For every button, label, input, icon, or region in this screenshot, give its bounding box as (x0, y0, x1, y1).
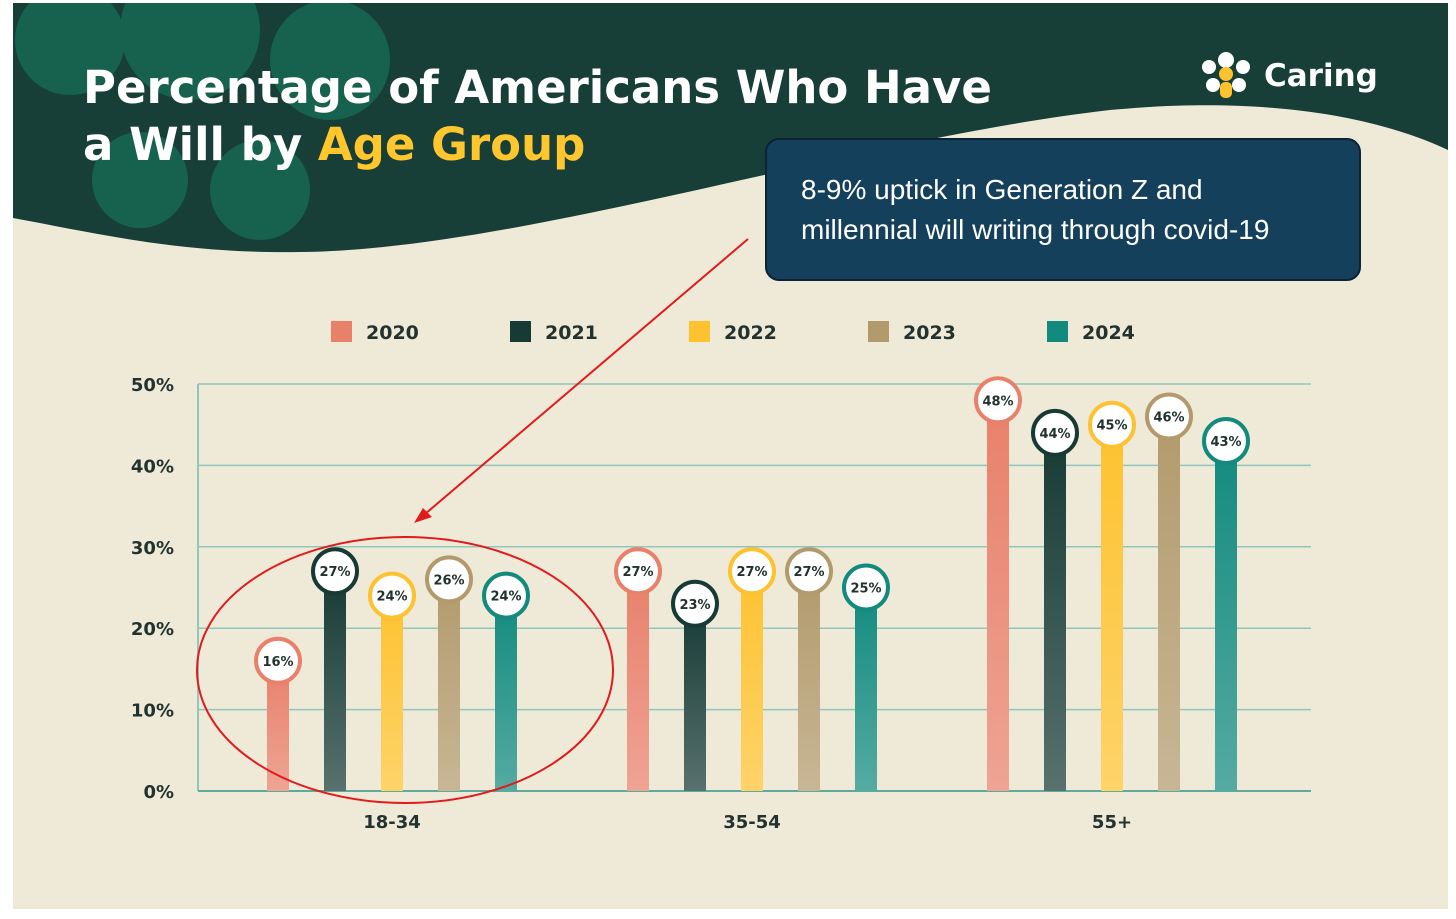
bar-shade (741, 571, 763, 791)
title-line-1: Percentage of Americans Who Have (83, 61, 992, 114)
header-decoration (15, 3, 390, 240)
bar-group: 24% (482, 571, 530, 791)
bar-shade (1158, 416, 1180, 791)
bar-group: 45% (1088, 400, 1136, 791)
caring-logo: Caring (1202, 52, 1378, 98)
callout-line-1: 8-9% uptick in Generation Z and (801, 174, 1203, 205)
callout-box: 8-9% uptick in Generation Z and millenni… (765, 138, 1361, 281)
data-label: 26% (433, 573, 464, 588)
legend-swatch (689, 321, 710, 342)
y-tick-label: 20% (131, 619, 174, 640)
bar-shade (684, 603, 706, 791)
value-badge (1031, 408, 1079, 457)
value-badge (842, 563, 890, 612)
data-label: 16% (262, 655, 293, 670)
bar-group: 25% (842, 563, 890, 791)
title-line-2-prefix: a Will by (83, 118, 318, 171)
legend-label: 2022 (724, 322, 777, 344)
legend-swatch (868, 321, 889, 342)
x-tick-label: 35-54 (723, 812, 781, 833)
brand-name: Caring (1264, 58, 1378, 94)
value-badge (728, 547, 776, 596)
title-line-2: a Will by Age Group (83, 118, 585, 171)
legend-label: 2021 (545, 322, 598, 344)
bar-group: 27% (785, 547, 833, 791)
bar-group: 27% (728, 547, 776, 791)
legend-label: 2024 (1082, 322, 1135, 344)
annotation-arrow (417, 238, 749, 521)
callout-line-2: millennial will writing through covid-19 (801, 214, 1270, 245)
value-badge (368, 571, 416, 620)
flower-icon (1202, 52, 1250, 98)
data-label: 24% (490, 590, 521, 605)
data-label: 48% (982, 394, 1013, 409)
value-badge (1145, 392, 1193, 441)
value-badge (425, 555, 473, 604)
bar-group: 48% (974, 376, 1022, 791)
value-badge (671, 579, 719, 628)
data-label: 23% (679, 598, 710, 613)
data-label: 46% (1153, 411, 1184, 426)
bar-shade (324, 571, 346, 791)
bar-group: 23% (671, 579, 719, 791)
x-tick-label: 18-34 (363, 812, 421, 833)
bar-shade (1215, 440, 1237, 791)
value-badge (974, 376, 1022, 425)
data-label: 24% (376, 590, 407, 605)
y-tick-label: 30% (131, 538, 174, 559)
bar-shade (627, 571, 649, 791)
bar-shade (1101, 424, 1123, 791)
bar-shade (438, 579, 460, 791)
bar-group: 24% (368, 571, 416, 791)
chart-x-labels: 18-34 35-54 55+ (363, 812, 1132, 833)
bar-shade (798, 571, 820, 791)
value-badge (311, 547, 359, 596)
legend-swatch (331, 321, 352, 342)
bar-shade (987, 400, 1009, 791)
bar-group: 46% (1145, 392, 1193, 791)
data-label: 27% (736, 565, 767, 580)
value-badge (614, 547, 662, 596)
data-label: 27% (319, 565, 350, 580)
legend-label: 2023 (903, 322, 956, 344)
data-label: 45% (1096, 419, 1127, 434)
annotation-arrowhead (414, 508, 432, 523)
callout-annotation (196, 238, 749, 804)
value-badge (785, 547, 833, 596)
title-highlight: Age Group (318, 118, 586, 171)
value-badge (1088, 400, 1136, 449)
data-label: 27% (793, 565, 824, 580)
value-badge (1202, 416, 1250, 465)
bar-shade (381, 595, 403, 791)
legend-swatch (510, 321, 531, 342)
bar-shade (495, 595, 517, 791)
bar-shade (267, 660, 289, 791)
value-badge (254, 636, 302, 685)
legend-swatch (1047, 321, 1068, 342)
bar-group: 26% (425, 555, 473, 791)
bar-group: 43% (1202, 416, 1250, 791)
annotation-circle (196, 536, 614, 804)
bar-group: 16% (254, 636, 302, 791)
y-tick-label: 50% (131, 375, 174, 396)
data-label: 27% (622, 565, 653, 580)
chart-bars: 16% 27% 24% 26% 24% 27% 23% 27% 27% 25% 48% 44% 45% 4… (254, 376, 1250, 791)
data-label: 44% (1039, 427, 1070, 442)
bar-shade (1044, 432, 1066, 791)
bar-group: 44% (1031, 408, 1079, 791)
x-tick-label: 55+ (1092, 812, 1132, 833)
data-label: 43% (1210, 435, 1241, 450)
bar-group: 27% (614, 547, 662, 791)
y-tick-label: 0% (143, 782, 174, 803)
y-tick-label: 10% (131, 701, 174, 722)
header-banner (13, 3, 1448, 253)
bar-group: 27% (311, 547, 359, 791)
chart-legend: 2020 2021 2022 2023 2024 (331, 321, 1135, 344)
bar-shade (855, 587, 877, 791)
legend-label: 2020 (366, 322, 419, 344)
value-badge (482, 571, 530, 620)
y-tick-label: 40% (131, 456, 174, 477)
data-label: 25% (850, 582, 881, 597)
